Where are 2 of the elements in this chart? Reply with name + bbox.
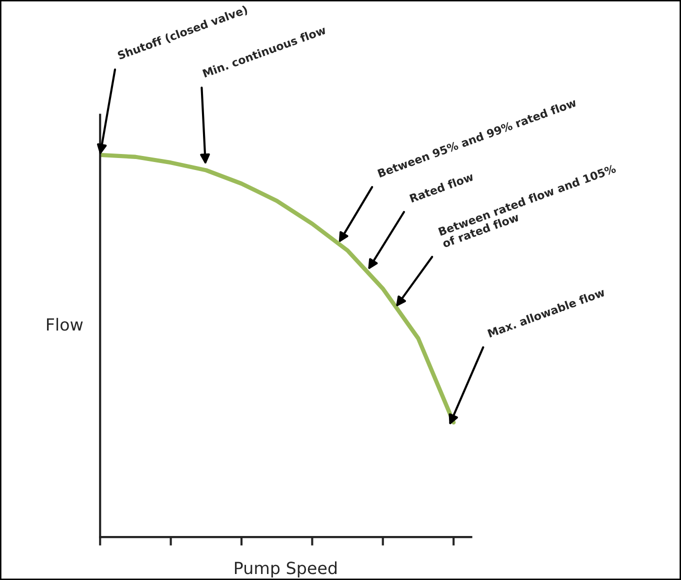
y-axis-title: Flow [47,318,83,331]
x-axis-title: Pump Speed [234,561,337,578]
